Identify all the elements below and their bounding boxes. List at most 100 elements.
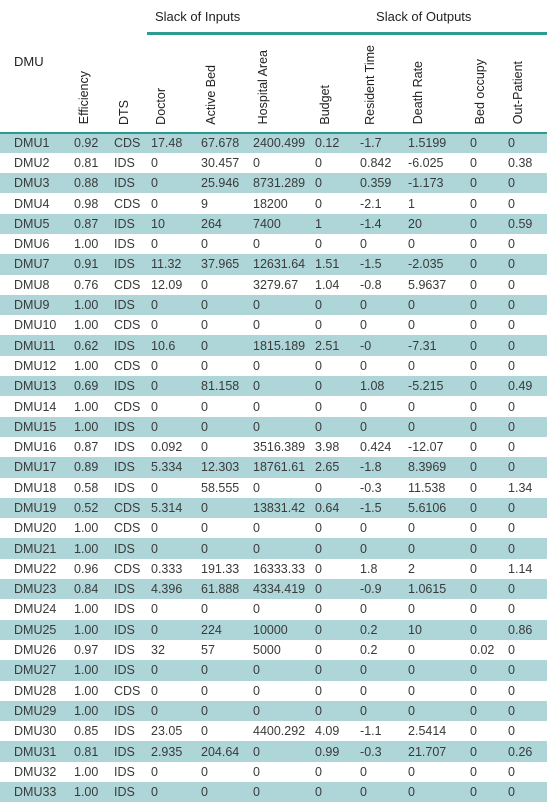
cell-efficiency: 1.00 [70,315,110,335]
cell-active-bed: 0 [197,356,249,376]
col-header-active-bed-label: Active Bed [205,65,218,125]
cell-budget: 0 [311,762,356,782]
cell-dmu: DMU30 [0,721,70,741]
col-header-death-rate: Death Rate [404,34,466,133]
cell-out-patient: 0 [504,782,547,802]
cell-out-patient: 1.14 [504,559,547,579]
cell-bed-occupy: 0 [466,417,504,437]
cell-budget: 3.98 [311,437,356,457]
cell-doctor: 32 [147,640,197,660]
cell-efficiency: 1.00 [70,538,110,558]
cell-hospital-area: 0 [249,782,311,802]
cell-bed-occupy: 0 [466,376,504,396]
slack-inputs-header: Slack of Inputs [147,0,356,34]
cell-dmu: DMU1 [0,133,70,153]
cell-out-patient: 0 [504,640,547,660]
cell-budget: 1 [311,214,356,234]
cell-death-rate: 0 [404,762,466,782]
cell-out-patient: 0.86 [504,620,547,640]
cell-active-bed: 0 [197,295,249,315]
cell-death-rate: 5.9637 [404,275,466,295]
cell-efficiency: 0.69 [70,376,110,396]
cell-death-rate: 5.6106 [404,498,466,518]
cell-dts: IDS [110,721,147,741]
cell-resident-time: 0.2 [356,620,404,640]
cell-dts: IDS [110,620,147,640]
cell-resident-time: 0.842 [356,153,404,173]
cell-out-patient: 0 [504,457,547,477]
cell-death-rate: 0 [404,701,466,721]
cell-out-patient: 0 [504,254,547,274]
col-header-dmu: DMU [0,34,70,133]
cell-efficiency: 1.00 [70,782,110,802]
cell-hospital-area: 3516.389 [249,437,311,457]
cell-resident-time: 0 [356,681,404,701]
cell-resident-time: 0.359 [356,173,404,193]
cell-bed-occupy: 0 [466,478,504,498]
cell-dmu: DMU24 [0,599,70,619]
cell-efficiency: 0.89 [70,457,110,477]
cell-dts: IDS [110,437,147,457]
cell-dts: IDS [110,701,147,721]
cell-budget: 0 [311,376,356,396]
cell-active-bed: 61.888 [197,579,249,599]
cell-active-bed: 0 [197,275,249,295]
cell-doctor: 10 [147,214,197,234]
cell-doctor: 0 [147,701,197,721]
column-header-row: DMU Efficiency DTS Doctor Active Bed Hos… [0,34,547,133]
cell-bed-occupy: 0.02 [466,640,504,660]
cell-budget: 0.12 [311,133,356,153]
cell-budget: 2.65 [311,457,356,477]
cell-death-rate: -2.035 [404,254,466,274]
cell-dts: IDS [110,254,147,274]
cell-efficiency: 0.92 [70,133,110,153]
cell-budget: 0 [311,681,356,701]
cell-out-patient: 0 [504,173,547,193]
cell-doctor: 0 [147,518,197,538]
cell-dmu: DMU12 [0,356,70,376]
cell-death-rate: 0 [404,295,466,315]
cell-out-patient: 0.49 [504,376,547,396]
cell-efficiency: 1.00 [70,417,110,437]
cell-dmu: DMU26 [0,640,70,660]
cell-resident-time: -2.1 [356,193,404,213]
cell-dts: CDS [110,559,147,579]
cell-resident-time: -1.1 [356,721,404,741]
cell-dts: IDS [110,640,147,660]
cell-dmu: DMU5 [0,214,70,234]
cell-dmu: DMU21 [0,538,70,558]
col-header-hospital-area-label: Hospital Area [257,50,285,124]
cell-efficiency: 0.62 [70,335,110,355]
cell-active-bed: 67.678 [197,133,249,153]
cell-dmu: DMU18 [0,478,70,498]
cell-dts: CDS [110,133,147,153]
cell-death-rate: 1.0615 [404,579,466,599]
cell-out-patient: 0 [504,538,547,558]
cell-budget: 0 [311,579,356,599]
cell-doctor: 0 [147,153,197,173]
cell-efficiency: 0.98 [70,193,110,213]
cell-active-bed: 0 [197,498,249,518]
cell-bed-occupy: 0 [466,518,504,538]
cell-budget: 0 [311,538,356,558]
col-header-death-rate-label: Death Rate [412,61,425,124]
cell-bed-occupy: 0 [466,701,504,721]
cell-budget: 0 [311,599,356,619]
cell-death-rate: 0 [404,356,466,376]
cell-dts: IDS [110,457,147,477]
cell-efficiency: 1.00 [70,681,110,701]
cell-dmu: DMU28 [0,681,70,701]
cell-doctor: 0 [147,620,197,640]
cell-doctor: 0.333 [147,559,197,579]
cell-budget: 0 [311,518,356,538]
cell-out-patient: 0 [504,335,547,355]
cell-hospital-area: 0 [249,396,311,416]
cell-death-rate: 0 [404,660,466,680]
